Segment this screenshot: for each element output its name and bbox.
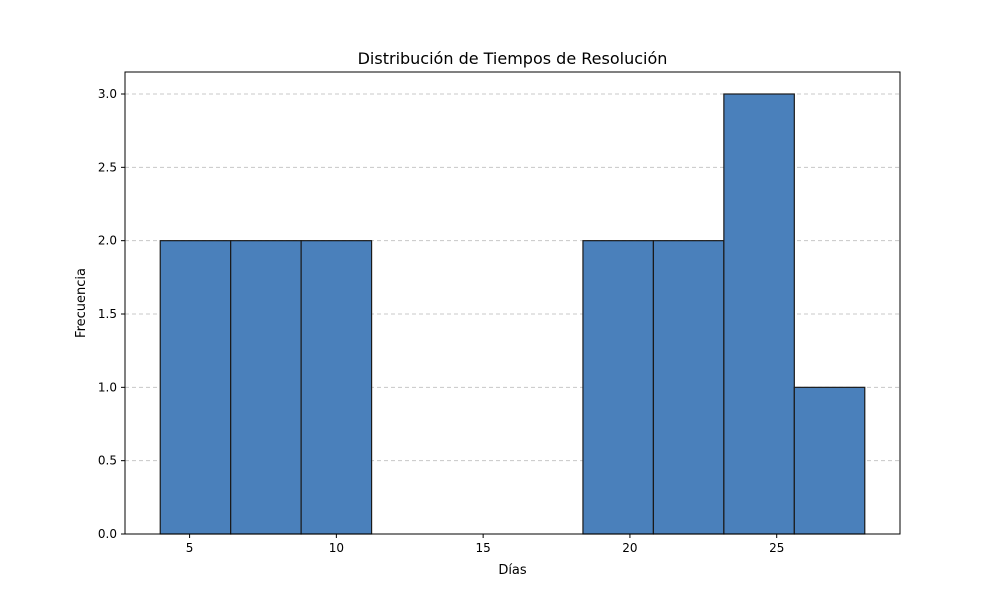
y-tick-label: 3.0 bbox=[98, 87, 117, 101]
x-axis-label: Días bbox=[498, 563, 527, 578]
y-tick-label: 0.5 bbox=[98, 454, 117, 468]
x-tick-label: 25 bbox=[769, 541, 784, 555]
y-tick-label: 2.5 bbox=[98, 160, 117, 174]
histogram-bar bbox=[230, 240, 302, 535]
histogram-bar bbox=[582, 240, 655, 535]
histogram-bars bbox=[159, 93, 866, 535]
histogram-bar bbox=[723, 93, 795, 535]
plot-frame bbox=[124, 71, 901, 535]
x-tick-label: 5 bbox=[186, 541, 194, 555]
x-axis-ticks: 5 10 15 20 25 bbox=[186, 534, 784, 555]
y-tick-label: 1.5 bbox=[98, 307, 117, 321]
x-tick-label: 15 bbox=[476, 541, 491, 555]
y-tick-label: 1.0 bbox=[98, 380, 117, 394]
chart-title: Distribución de Tiempos de Resolución bbox=[358, 49, 668, 68]
histogram-bar bbox=[793, 386, 866, 535]
y-axis-ticks: 0.0 0.5 1.0 1.5 2.0 2.5 3.0 bbox=[98, 87, 125, 541]
y-tick-label: 2.0 bbox=[98, 234, 117, 248]
histogram-bar bbox=[159, 240, 232, 535]
y-tick-label: 0.0 bbox=[98, 527, 117, 541]
x-tick-label: 20 bbox=[622, 541, 637, 555]
x-tick-label: 10 bbox=[329, 541, 344, 555]
histogram-bar bbox=[300, 240, 373, 535]
y-axis-label: Frecuencia bbox=[74, 268, 89, 338]
histogram-bar bbox=[652, 240, 725, 535]
